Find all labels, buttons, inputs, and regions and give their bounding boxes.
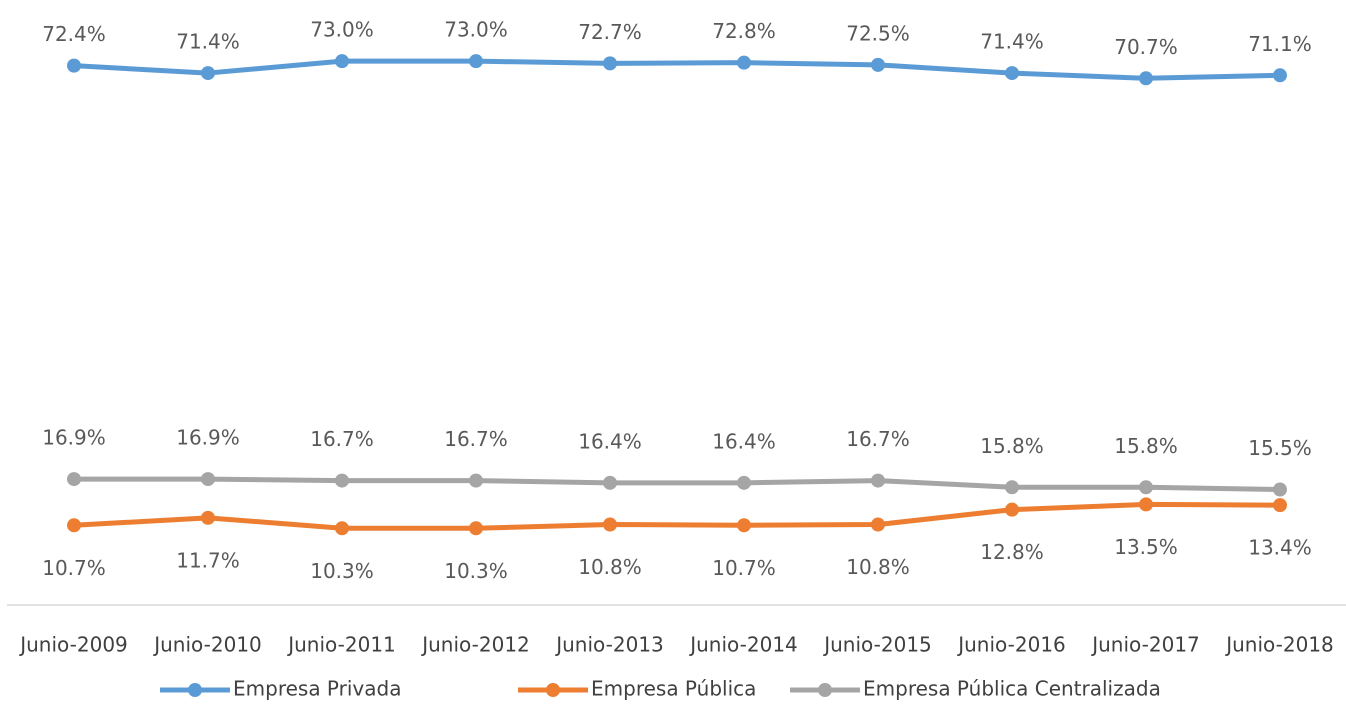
- data-point: [469, 473, 483, 488]
- data-label: 15.5%: [1248, 436, 1312, 460]
- data-label: 70.7%: [1114, 35, 1178, 59]
- data-point: [1005, 66, 1019, 81]
- data-point: [1005, 502, 1019, 517]
- legend-label: Empresa Pública: [591, 677, 756, 701]
- data-point: [335, 473, 349, 488]
- x-tick-label: Junio-2017: [1090, 633, 1200, 657]
- data-point: [871, 57, 885, 72]
- data-point: [603, 517, 617, 532]
- data-point: [335, 54, 349, 69]
- data-point: [603, 56, 617, 71]
- data-label: 15.8%: [1114, 434, 1178, 458]
- data-point: [1273, 68, 1287, 83]
- data-point: [67, 518, 81, 533]
- series-line: [71, 476, 1283, 493]
- data-label: 10.8%: [846, 555, 910, 579]
- data-label: 72.5%: [846, 21, 910, 45]
- data-label: 10.8%: [578, 555, 642, 579]
- series-line: [71, 58, 1283, 81]
- data-point: [1273, 498, 1287, 513]
- data-point: [737, 518, 751, 533]
- x-tick-label: Junio-2016: [956, 633, 1066, 657]
- data-point: [469, 521, 483, 536]
- data-label: 13.5%: [1114, 535, 1178, 559]
- data-label: 72.8%: [712, 19, 776, 43]
- data-label: 73.0%: [310, 18, 374, 42]
- data-label: 71.1%: [1248, 32, 1312, 56]
- data-label: 16.7%: [846, 427, 910, 451]
- data-label: 16.4%: [578, 429, 642, 453]
- data-point: [201, 66, 215, 81]
- data-label: 71.4%: [980, 30, 1044, 54]
- x-tick-label: Junio-2012: [420, 633, 530, 657]
- data-point: [871, 473, 885, 488]
- data-point: [335, 521, 349, 536]
- data-label: 15.8%: [980, 434, 1044, 458]
- data-point: [737, 55, 751, 70]
- x-tick-label: Junio-2011: [286, 633, 396, 657]
- data-point: [1139, 71, 1153, 86]
- data-label: 10.3%: [310, 559, 374, 583]
- data-label: 72.4%: [42, 22, 106, 46]
- legend-marker: [546, 683, 560, 697]
- legend-marker: [818, 683, 832, 697]
- data-point: [469, 54, 483, 69]
- data-label: 10.7%: [42, 556, 106, 580]
- data-label: 73.0%: [444, 18, 508, 42]
- data-label: 16.9%: [42, 426, 106, 450]
- x-tick-label: Junio-2010: [152, 633, 262, 657]
- data-label: 71.4%: [176, 30, 240, 54]
- data-point: [1273, 482, 1287, 497]
- data-point: [1139, 480, 1153, 495]
- data-label: 72.7%: [578, 20, 642, 44]
- data-label: 11.7%: [176, 548, 240, 572]
- data-label: 13.4%: [1248, 536, 1312, 560]
- data-point: [1005, 480, 1019, 495]
- data-point: [871, 517, 885, 532]
- x-tick-label: Junio-2018: [1224, 633, 1334, 657]
- x-tick-label: Junio-2009: [18, 633, 128, 657]
- x-tick-label: Junio-2013: [554, 633, 664, 657]
- series-line: [71, 501, 1283, 531]
- data-point: [1139, 497, 1153, 512]
- data-label: 16.7%: [310, 427, 374, 451]
- data-point: [67, 472, 81, 487]
- data-label: 16.7%: [444, 427, 508, 451]
- data-point: [201, 472, 215, 487]
- data-label: 12.8%: [980, 540, 1044, 564]
- legend-marker: [188, 683, 202, 697]
- data-point: [737, 475, 751, 490]
- legend-label: Empresa Privada: [233, 677, 401, 701]
- data-label: 16.9%: [176, 426, 240, 450]
- data-label: 16.4%: [712, 429, 776, 453]
- data-point: [603, 475, 617, 490]
- data-label: 10.7%: [712, 556, 776, 580]
- data-point: [201, 510, 215, 525]
- data-point: [67, 58, 81, 73]
- legend-label: Empresa Pública Centralizada: [863, 677, 1161, 701]
- x-tick-label: Junio-2014: [688, 633, 798, 657]
- x-tick-label: Junio-2015: [822, 633, 932, 657]
- data-label: 10.3%: [444, 559, 508, 583]
